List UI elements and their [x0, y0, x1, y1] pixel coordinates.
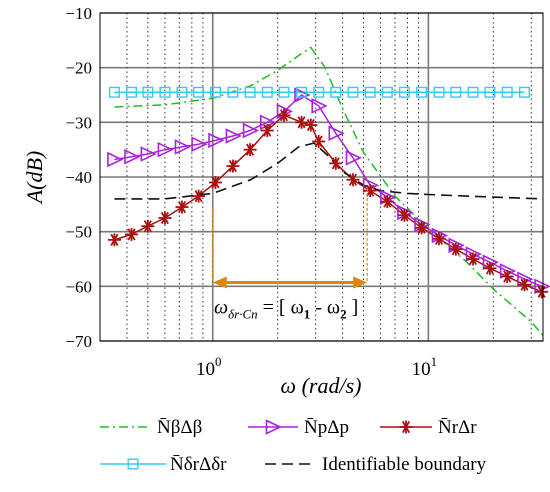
marker-2-26 [535, 285, 549, 299]
marker-2-1 [125, 227, 139, 241]
arrow-head-right [353, 276, 368, 289]
marker-1-5 [191, 136, 208, 152]
marker-2-19 [415, 221, 429, 235]
legend-marker-3 [127, 458, 139, 470]
marker-3-24 [518, 86, 530, 98]
marker-2-11 [295, 115, 309, 129]
marker-2-2 [141, 219, 155, 233]
marker-3-23 [501, 86, 513, 98]
marker-3-13 [330, 86, 342, 98]
marker-1-3 [157, 141, 174, 158]
marker-2-3 [158, 211, 172, 225]
legend-label-1: N̄pΔp [304, 417, 349, 438]
series-lines [114, 46, 544, 336]
tick-labels: −10 −20 −30 −40 −50 −60 −70 100 101 [65, 4, 437, 380]
marker-2-25 [517, 278, 531, 292]
marker-3-14 [347, 86, 359, 98]
marker-2-12 [304, 118, 318, 132]
marker-3-0 [108, 86, 120, 98]
marker-3-18 [416, 86, 428, 98]
legend-label-3: N̄δrΔδr [170, 454, 227, 475]
marker-2-7 [226, 159, 240, 173]
marker-3-19 [433, 86, 445, 98]
legend-label-4: Identifiable boundary [322, 454, 487, 475]
y-axis-title: A(dB) [22, 151, 47, 206]
grid [99, 12, 543, 342]
marker-2-15 [346, 173, 360, 187]
marker-1-6 [208, 132, 225, 149]
marker-3-2 [142, 86, 154, 98]
marker-2-16 [363, 184, 377, 198]
marker-2-9 [260, 124, 274, 138]
marker-1-7 [225, 128, 242, 144]
marker-3-20 [450, 86, 462, 98]
marker-1-1 [124, 149, 141, 165]
y-tick-label: −30 [65, 113, 92, 132]
legend-marker-2 [399, 420, 413, 434]
marker-1-12 [311, 98, 328, 114]
x-axis-title: ω (rad/s) [281, 373, 362, 398]
legend: N̄βΔβ N̄pΔp N̄rΔr N̄δrΔδr Identifiable bound… [100, 417, 487, 475]
marker-3-17 [398, 86, 410, 98]
marker-2-4 [175, 200, 189, 214]
series-markers [107, 86, 550, 299]
legend-label-0: N̄βΔβ [157, 417, 202, 438]
x-tick-label: 100 [196, 354, 222, 380]
series-line-4 [114, 142, 544, 200]
annotation: ωδr·Cn = [ ω1 - ω2 ] [212, 187, 368, 322]
marker-1-0 [107, 151, 124, 168]
marker-2-8 [243, 143, 257, 157]
marker-2-0 [107, 233, 121, 247]
marker-3-4 [176, 86, 188, 98]
marker-3-8 [244, 86, 256, 98]
marker-2-6 [209, 175, 223, 189]
arrow-head-left [212, 276, 227, 289]
marker-1-11 [294, 87, 311, 103]
marker-3-5 [193, 86, 205, 98]
marker-2-14 [329, 156, 343, 170]
marker-2-5 [192, 189, 206, 203]
marker-3-6 [210, 86, 222, 98]
plot-frame [99, 12, 544, 342]
marker-2-23 [483, 261, 497, 275]
marker-3-16 [381, 86, 393, 98]
marker-2-24 [500, 269, 514, 283]
marker-2-20 [432, 232, 446, 246]
series-line-1 [114, 94, 542, 287]
marker-1-2 [140, 146, 157, 162]
marker-3-22 [484, 86, 496, 98]
marker-3-9 [261, 86, 273, 98]
marker-3-3 [159, 86, 171, 98]
marker-2-21 [449, 242, 463, 256]
annotation-label: ωδr·Cn = [ ω1 - ω2 ] [214, 297, 358, 322]
marker-2-17 [380, 195, 394, 209]
marker-3-12 [313, 86, 325, 98]
marker-3-11 [296, 86, 308, 98]
marker-2-10 [277, 108, 291, 122]
marker-3-1 [126, 86, 138, 98]
marker-3-21 [467, 86, 479, 98]
y-tick-label: −10 [65, 4, 92, 23]
marker-2-22 [466, 252, 480, 266]
legend-marker-1 [265, 419, 283, 435]
y-tick-label: −70 [65, 332, 92, 351]
marker-1-14 [345, 150, 362, 166]
axis-titles: A(dB) ω (rad/s) [22, 151, 361, 398]
legend-label-2: N̄rΔr [438, 417, 477, 438]
marker-3-7 [227, 86, 239, 98]
y-tick-label: −60 [65, 277, 92, 296]
series-line-0 [114, 46, 544, 336]
marker-2-18 [397, 208, 411, 222]
marker-1-8 [242, 122, 260, 139]
marker-1-13 [328, 125, 345, 142]
y-tick-label: −40 [65, 168, 92, 187]
marker-1-4 [174, 139, 191, 155]
y-tick-label: −20 [65, 59, 92, 78]
marker-3-10 [278, 86, 290, 98]
marker-2-13 [312, 134, 326, 148]
marker-3-15 [364, 86, 376, 98]
x-tick-label: 101 [412, 354, 438, 380]
y-tick-label: −50 [65, 223, 92, 242]
